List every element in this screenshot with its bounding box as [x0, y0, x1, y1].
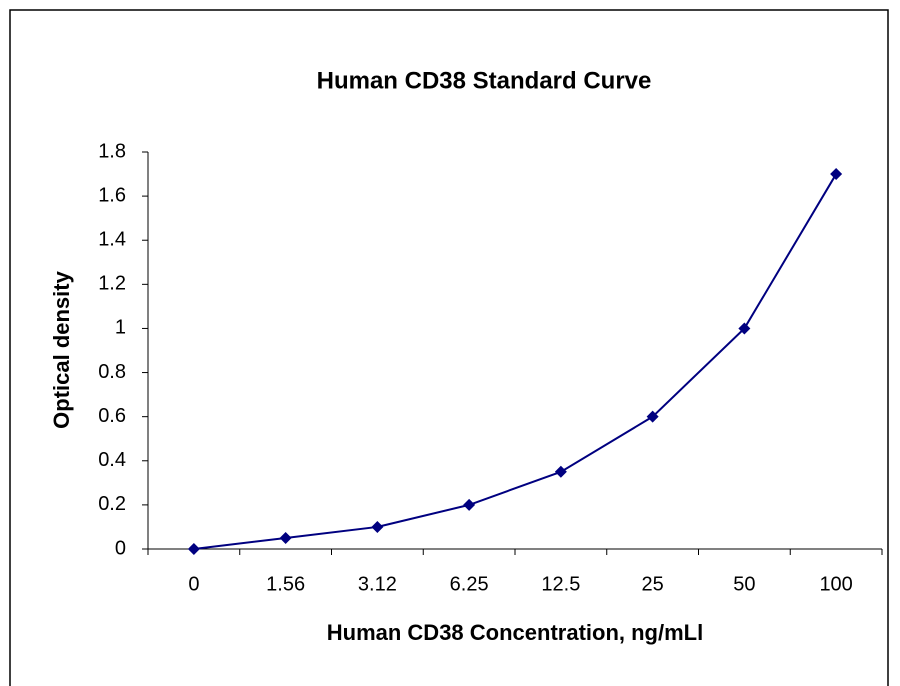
data-point — [738, 322, 751, 335]
y-tick-label: 0.6 — [98, 405, 126, 427]
y-axis-title: Optical density — [49, 270, 74, 428]
y-tick-label: 1.2 — [98, 273, 126, 295]
y-tick-label: 1 — [115, 317, 126, 339]
data-point — [463, 498, 476, 511]
data-point — [646, 410, 659, 423]
y-tick-label: 1.8 — [98, 140, 126, 162]
x-tick-label: 1.56 — [266, 573, 305, 595]
chart-title: Human CD38 Standard Curve — [317, 67, 652, 94]
x-tick-label: 100 — [819, 573, 852, 595]
y-tick-label: 0.8 — [98, 361, 126, 383]
x-tick-label: 12.5 — [541, 573, 580, 595]
data-line — [193, 173, 837, 550]
data-point — [371, 520, 384, 533]
data-point — [554, 465, 567, 478]
x-tick-label: 25 — [642, 573, 664, 595]
y-tick-label: 1.4 — [98, 229, 126, 251]
y-tick-label: 1.6 — [98, 184, 126, 206]
x-tick-label: 50 — [733, 573, 755, 595]
x-tick-label: 3.12 — [358, 573, 397, 595]
data-point — [187, 543, 200, 555]
x-tick-label: 6.25 — [450, 573, 489, 595]
data-point — [279, 531, 292, 544]
data-point — [830, 168, 843, 181]
x-tick-label: 0 — [188, 573, 199, 595]
y-tick-label: 0.4 — [98, 449, 126, 471]
y-tick-label: 0 — [115, 537, 126, 559]
x-axis-title: Human CD38 Concentration, ng/mLl — [327, 620, 703, 645]
chart-border — [9, 9, 889, 686]
y-tick-label: 0.2 — [98, 493, 126, 515]
